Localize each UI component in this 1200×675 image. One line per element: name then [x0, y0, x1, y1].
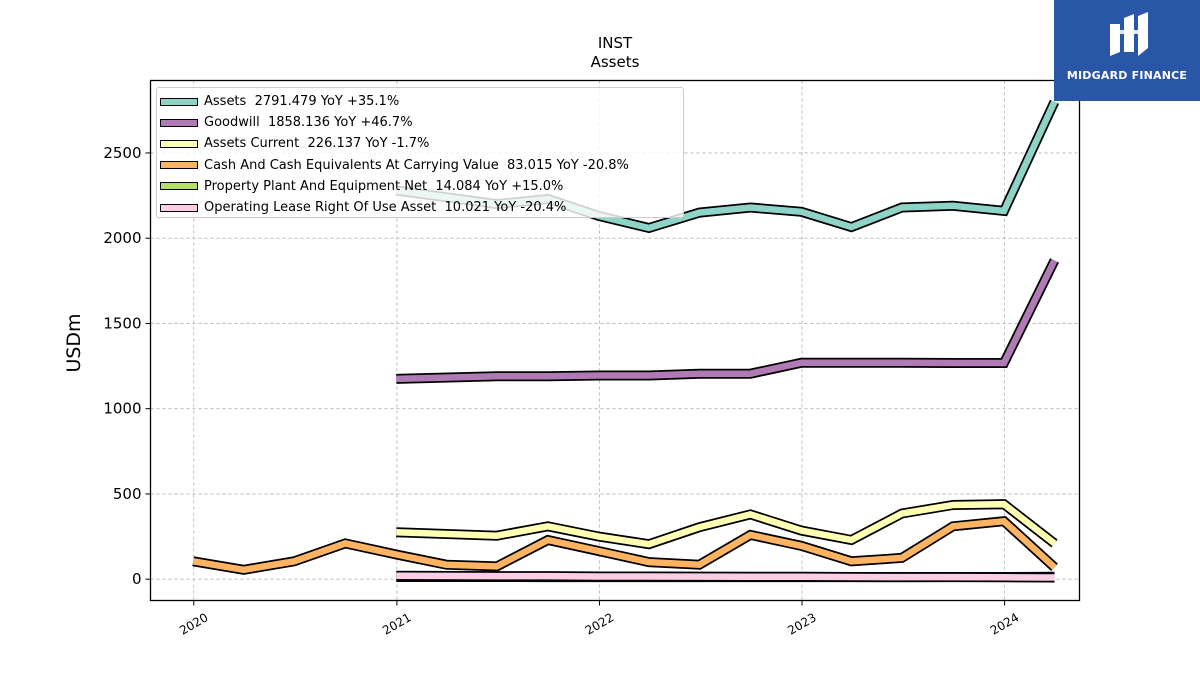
- series-stroke: [396, 500, 1057, 548]
- y-tick-label: 1000: [103, 400, 141, 418]
- x-tick-label: 2022: [583, 610, 616, 637]
- brand-name: MIDGARD FINANCE: [1066, 69, 1188, 82]
- y-tick-label: 0: [132, 570, 142, 588]
- legend-item-lease: Operating Lease Right Of Use Asset 10.02…: [157, 197, 683, 218]
- series-line: [192, 516, 1058, 575]
- y-axis-label: USDm: [63, 313, 85, 372]
- legend-item-cash: Cash And Cash Equivalents At Carrying Va…: [157, 155, 683, 176]
- series-line: [396, 258, 1059, 384]
- series-line: [396, 499, 1058, 550]
- series-stroke: [396, 572, 1055, 581]
- series-stroke: [396, 258, 1058, 383]
- legend-label-assets: Assets 2791.479 YoY +35.1%: [204, 94, 400, 110]
- x-tick-label: 2024: [988, 610, 1021, 637]
- legend-swatch-lease: [160, 203, 198, 212]
- y-tick-label: 1500: [103, 314, 141, 332]
- legend-item-assets: Assets 2791.479 YoY +35.1%: [157, 91, 683, 112]
- brand-logo: MIDGARD FINANCE: [1054, 0, 1200, 101]
- y-tick-label: 500: [113, 485, 142, 503]
- legend-swatch-cash: [160, 161, 198, 170]
- legend-swatch-assets: [160, 97, 198, 106]
- x-tick-label: 2020: [177, 610, 210, 637]
- brand-logo-mark: [1110, 12, 1148, 56]
- series-line: [396, 570, 1055, 583]
- y-tick-label: 2000: [103, 229, 141, 247]
- chart-subtitle: Assets: [591, 53, 640, 71]
- legend-item-ppe: Property Plant And Equipment Net 14.084 …: [157, 176, 683, 197]
- legend-item-goodwill: Goodwill 1858.136 YoY +46.7%: [157, 112, 683, 133]
- legend-swatch-goodwill: [160, 118, 198, 127]
- chart-title: INST: [598, 34, 633, 52]
- x-tick-label: 2021: [380, 610, 413, 637]
- legend-label-goodwill: Goodwill 1858.136 YoY +46.7%: [204, 115, 413, 131]
- chart-legend: Assets 2791.479 YoY +35.1% Goodwill 1858…: [156, 87, 684, 218]
- legend-swatch-assets-current: [160, 139, 198, 148]
- legend-item-assets-current: Assets Current 226.137 YoY -1.7%: [157, 133, 683, 154]
- legend-label-lease: Operating Lease Right Of Use Asset 10.02…: [204, 200, 567, 216]
- legend-label-assets-current: Assets Current 226.137 YoY -1.7%: [204, 136, 430, 152]
- legend-swatch-ppe: [160, 182, 198, 191]
- plot-frame: [149, 79, 1081, 602]
- y-tick-label: 2500: [103, 144, 141, 162]
- legend-label-ppe: Property Plant And Equipment Net 14.084 …: [204, 178, 564, 194]
- series-stroke: [192, 517, 1057, 574]
- x-tick-label: 2023: [785, 610, 818, 637]
- legend-label-cash: Cash And Cash Equivalents At Carrying Va…: [204, 157, 629, 173]
